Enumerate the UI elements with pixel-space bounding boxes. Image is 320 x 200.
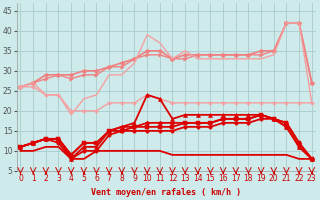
- X-axis label: Vent moyen/en rafales ( km/h ): Vent moyen/en rafales ( km/h ): [91, 188, 241, 197]
